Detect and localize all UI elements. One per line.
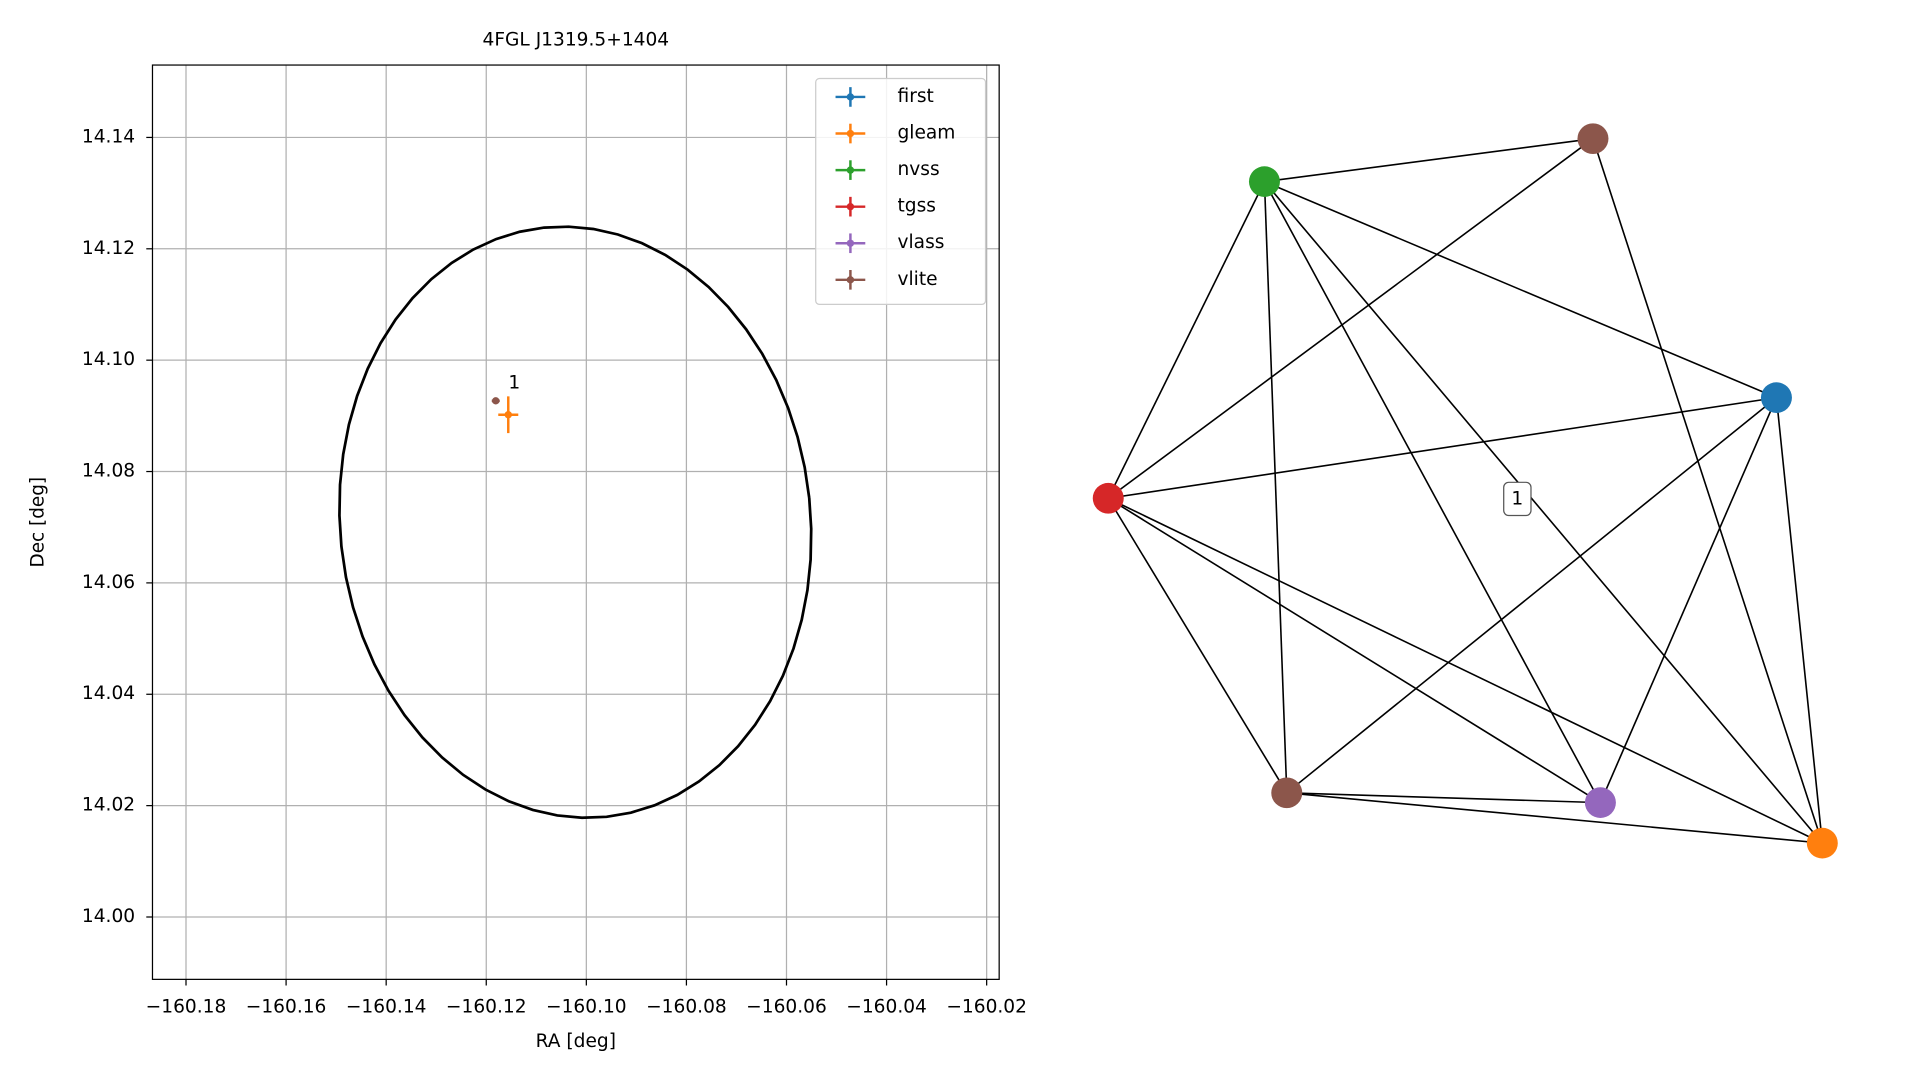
edge <box>1107 138 1594 499</box>
y-tick-label: 14.02 <box>82 795 135 816</box>
edge <box>1107 497 1601 804</box>
y-tick-label: 14.04 <box>82 683 135 704</box>
y-tick-label: 14.12 <box>82 238 135 259</box>
x-axis-label: RA [deg] <box>536 1031 616 1052</box>
edge <box>1592 138 1824 844</box>
x-tick-label: −160.08 <box>646 997 727 1018</box>
edge <box>1108 396 1777 500</box>
legend-swatch <box>846 202 855 211</box>
legend-label: vlass <box>898 232 945 253</box>
edge <box>1264 137 1594 183</box>
y-tick-label: 14.06 <box>82 572 135 593</box>
legend-swatch <box>846 166 855 174</box>
x-tick-label: −160.06 <box>746 997 827 1018</box>
legend-label: gleam <box>898 123 956 144</box>
node-label: 1 <box>1511 489 1523 510</box>
edge <box>1263 181 1288 793</box>
legend-swatch <box>846 239 855 247</box>
node <box>1584 787 1616 818</box>
legend-swatch <box>846 276 855 284</box>
point <box>492 397 500 405</box>
y-tick-label: 14.10 <box>82 349 135 370</box>
plot-frame <box>151 64 1000 980</box>
edge <box>1264 180 1777 399</box>
edge <box>1599 397 1778 803</box>
legend-label: first <box>898 86 934 107</box>
edge <box>1263 181 1602 804</box>
annotation: 1 <box>508 373 520 394</box>
x-tick-label: −160.04 <box>846 997 927 1018</box>
y-tick-label: 14.00 <box>82 906 135 927</box>
label-box <box>1503 481 1532 517</box>
error-ellipse <box>338 225 813 820</box>
legend-label: nvss <box>898 159 940 180</box>
edge <box>1286 792 1823 844</box>
legend-label: tgss <box>898 196 936 217</box>
x-tick-label: −160.14 <box>346 997 427 1018</box>
edge <box>1107 181 1266 499</box>
y-axis-label: Dec [deg] <box>27 477 48 568</box>
y-tick-label: 14.14 <box>82 126 135 147</box>
edge <box>1263 181 1823 844</box>
legend-label: vlite <box>898 269 938 290</box>
legend-swatch <box>846 93 855 101</box>
x-tick-label: −160.18 <box>146 997 227 1018</box>
point <box>504 411 512 419</box>
x-tick-label: −160.02 <box>946 997 1027 1018</box>
legend-box <box>815 77 987 305</box>
chart-title: 4FGL J1319.5+1404 <box>482 30 669 51</box>
edge <box>1107 497 1288 794</box>
node <box>1806 827 1838 859</box>
edge <box>1775 397 1824 844</box>
x-tick-label: −160.16 <box>246 997 327 1018</box>
edge <box>1286 397 1777 794</box>
node <box>1092 482 1124 514</box>
node <box>1577 123 1609 155</box>
legend: first gleam nvss tgss vlass vlite <box>815 77 987 305</box>
node <box>1760 382 1792 413</box>
edge <box>1107 497 1823 844</box>
node <box>1248 166 1280 197</box>
y-tick-label: 14.08 <box>82 461 135 482</box>
edge <box>1286 792 1601 804</box>
node <box>1271 777 1303 809</box>
x-tick-label: −160.10 <box>546 997 627 1018</box>
legend-swatch <box>846 129 855 138</box>
x-tick-label: −160.12 <box>446 997 527 1018</box>
